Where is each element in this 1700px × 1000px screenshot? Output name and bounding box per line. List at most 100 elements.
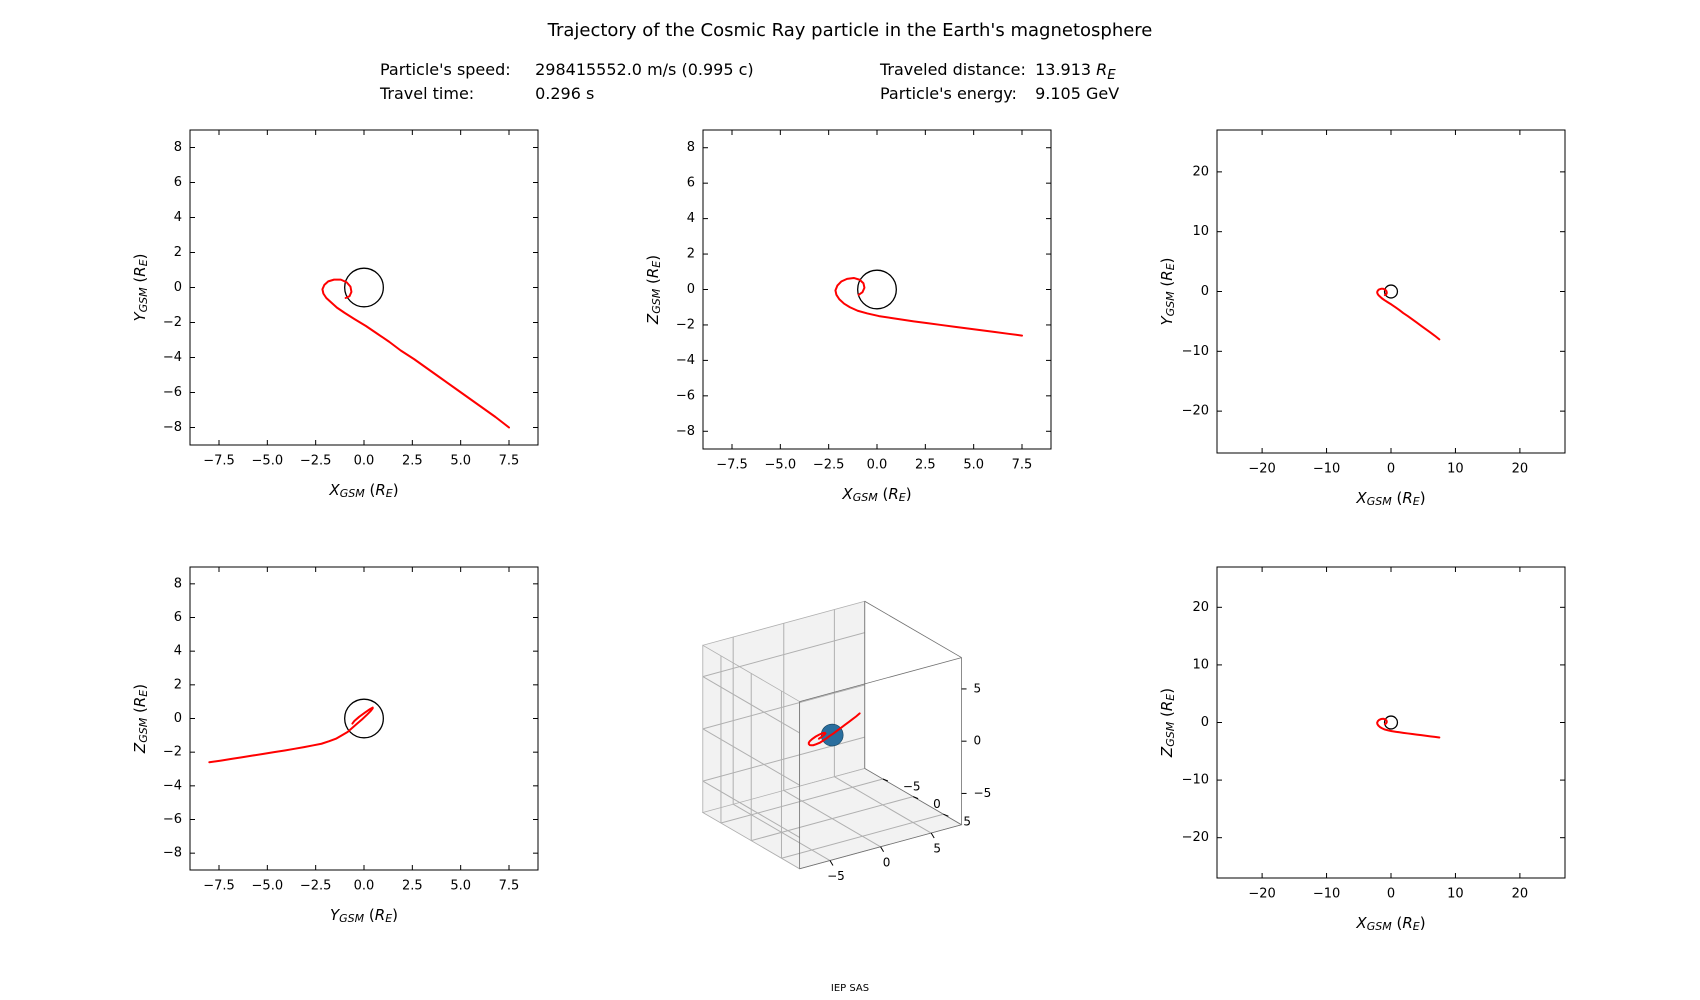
svg-text:−2.5: −2.5	[813, 458, 845, 473]
svg-text:0: 0	[1200, 715, 1208, 730]
svg-text:−2: −2	[163, 745, 182, 760]
svg-text:−2.5: −2.5	[300, 454, 332, 469]
svg-text:4: 4	[174, 644, 182, 659]
svg-text:−5.0: −5.0	[252, 454, 284, 469]
svg-text:−10: −10	[1181, 344, 1208, 359]
svg-text:−6: −6	[163, 385, 182, 400]
panel-3d: −5 0 5 −5 0 5 −5 0 5	[633, 557, 1066, 952]
svg-text:4: 4	[174, 210, 182, 225]
chart-svg: −20−1001020−20−1001020XGSM (RE)ZGSM (RE)	[1147, 557, 1580, 948]
info-block-right: Traveled distance: 13.913 RE Particle's …	[880, 60, 1119, 108]
time-label: Travel time:	[380, 84, 530, 103]
svg-text:−6: −6	[676, 388, 695, 403]
svg-text:−8: −8	[676, 424, 695, 439]
svg-text:7.5: 7.5	[499, 454, 520, 469]
svg-text:YGSM (RE): YGSM (RE)	[131, 253, 151, 321]
svg-text:−7.5: −7.5	[717, 458, 749, 473]
trajectory-line	[209, 708, 372, 763]
svg-text:5: 5	[964, 815, 972, 829]
info-block-left: Particle's speed: 298415552.0 m/s (0.995…	[380, 60, 754, 108]
svg-text:0: 0	[933, 797, 941, 811]
svg-text:8: 8	[174, 140, 182, 155]
svg-text:XGSM (RE): XGSM (RE)	[1355, 489, 1425, 509]
svg-text:−20: −20	[1181, 404, 1208, 419]
energy-value: 9.105 GeV	[1035, 84, 1119, 103]
svg-text:2.5: 2.5	[915, 458, 936, 473]
speed-label: Particle's speed:	[380, 60, 530, 79]
svg-text:0: 0	[174, 280, 182, 295]
svg-text:6: 6	[174, 175, 182, 190]
svg-text:10: 10	[1192, 657, 1209, 672]
svg-text:6: 6	[174, 610, 182, 625]
speed-value: 298415552.0 m/s (0.995 c)	[535, 60, 754, 79]
svg-text:−20: −20	[1181, 830, 1208, 845]
svg-text:0: 0	[1200, 284, 1208, 299]
svg-text:−7.5: −7.5	[203, 454, 235, 469]
svg-text:−2: −2	[676, 317, 695, 332]
svg-text:−5: −5	[903, 780, 921, 794]
trajectory-line	[836, 278, 1023, 336]
svg-text:−20: −20	[1248, 462, 1275, 477]
svg-text:5.0: 5.0	[450, 454, 471, 469]
svg-text:10: 10	[1447, 462, 1464, 477]
svg-text:0: 0	[174, 711, 182, 726]
svg-text:−6: −6	[163, 812, 182, 827]
panel-yz-small: −8−6−4−202468−7.5−5.0−2.50.02.55.07.5YGS…	[120, 557, 553, 952]
figure-root: { "title": "Trajectory of the Cosmic Ray…	[0, 0, 1700, 1000]
svg-text:0: 0	[974, 734, 982, 748]
svg-text:6: 6	[687, 176, 695, 191]
svg-text:−10: −10	[1312, 887, 1339, 902]
svg-text:−4: −4	[163, 350, 182, 365]
svg-text:−5: −5	[974, 786, 992, 800]
svg-text:ZGSM (RE): ZGSM (RE)	[131, 684, 151, 754]
svg-text:8: 8	[687, 140, 695, 155]
svg-text:8: 8	[174, 576, 182, 591]
svg-text:20: 20	[1192, 600, 1209, 615]
chart-3d-svg: −5 0 5 −5 0 5 −5 0 5	[633, 557, 1066, 944]
svg-text:0.0: 0.0	[867, 458, 888, 473]
svg-text:5: 5	[934, 842, 942, 856]
svg-text:−5.0: −5.0	[765, 458, 797, 473]
distance-label: Traveled distance:	[880, 60, 1030, 79]
svg-text:−10: −10	[1181, 773, 1208, 788]
chart-svg: −8−6−4−202468−7.5−5.0−2.50.02.55.07.5XGS…	[633, 120, 1066, 519]
svg-text:20: 20	[1511, 887, 1528, 902]
svg-text:XGSM (RE): XGSM (RE)	[1355, 914, 1425, 934]
svg-text:0: 0	[883, 855, 891, 869]
svg-text:−7.5: −7.5	[203, 879, 235, 894]
figure-title: Trajectory of the Cosmic Ray particle in…	[0, 20, 1700, 41]
footer-credit: IEP SAS	[0, 983, 1700, 994]
svg-text:5.0: 5.0	[964, 458, 985, 473]
svg-text:20: 20	[1192, 164, 1209, 179]
svg-text:0: 0	[1387, 887, 1395, 902]
panel-xz-small: −8−6−4−202468−7.5−5.0−2.50.02.55.07.5XGS…	[633, 120, 1066, 527]
time-value: 0.296 s	[535, 84, 594, 103]
svg-text:2.5: 2.5	[402, 879, 423, 894]
panel-xy-small: −8−6−4−202468−7.5−5.0−2.50.02.55.07.5XGS…	[120, 120, 553, 527]
svg-text:−5.0: −5.0	[252, 879, 284, 894]
svg-text:10: 10	[1447, 887, 1464, 902]
svg-text:−4: −4	[676, 353, 695, 368]
svg-text:−5: −5	[827, 869, 845, 883]
trajectory-line	[1377, 719, 1439, 738]
svg-text:−8: −8	[163, 420, 182, 435]
chart-svg: −8−6−4−202468−7.5−5.0−2.50.02.55.07.5XGS…	[120, 120, 553, 515]
panel-xy-large: −20−1001020−20−1001020XGSM (RE)YGSM (RE)	[1147, 120, 1580, 527]
svg-text:10: 10	[1192, 224, 1209, 239]
svg-text:YGSM (RE): YGSM (RE)	[330, 906, 398, 926]
svg-text:0.0: 0.0	[354, 879, 375, 894]
svg-text:20: 20	[1511, 462, 1528, 477]
svg-text:ZGSM (RE): ZGSM (RE)	[644, 255, 664, 325]
svg-text:5: 5	[974, 681, 982, 695]
svg-text:−8: −8	[163, 846, 182, 861]
svg-text:0: 0	[1387, 462, 1395, 477]
panel-xz-large: −20−1001020−20−1001020XGSM (RE)ZGSM (RE)	[1147, 557, 1580, 952]
chart-svg: −20−1001020−20−1001020XGSM (RE)YGSM (RE)	[1147, 120, 1580, 523]
svg-text:−2: −2	[163, 315, 182, 330]
svg-text:0: 0	[687, 282, 695, 297]
svg-text:4: 4	[687, 211, 695, 226]
svg-text:−10: −10	[1312, 462, 1339, 477]
svg-text:XGSM (RE): XGSM (RE)	[842, 485, 912, 505]
svg-text:0.0: 0.0	[354, 454, 375, 469]
svg-text:7.5: 7.5	[499, 879, 520, 894]
